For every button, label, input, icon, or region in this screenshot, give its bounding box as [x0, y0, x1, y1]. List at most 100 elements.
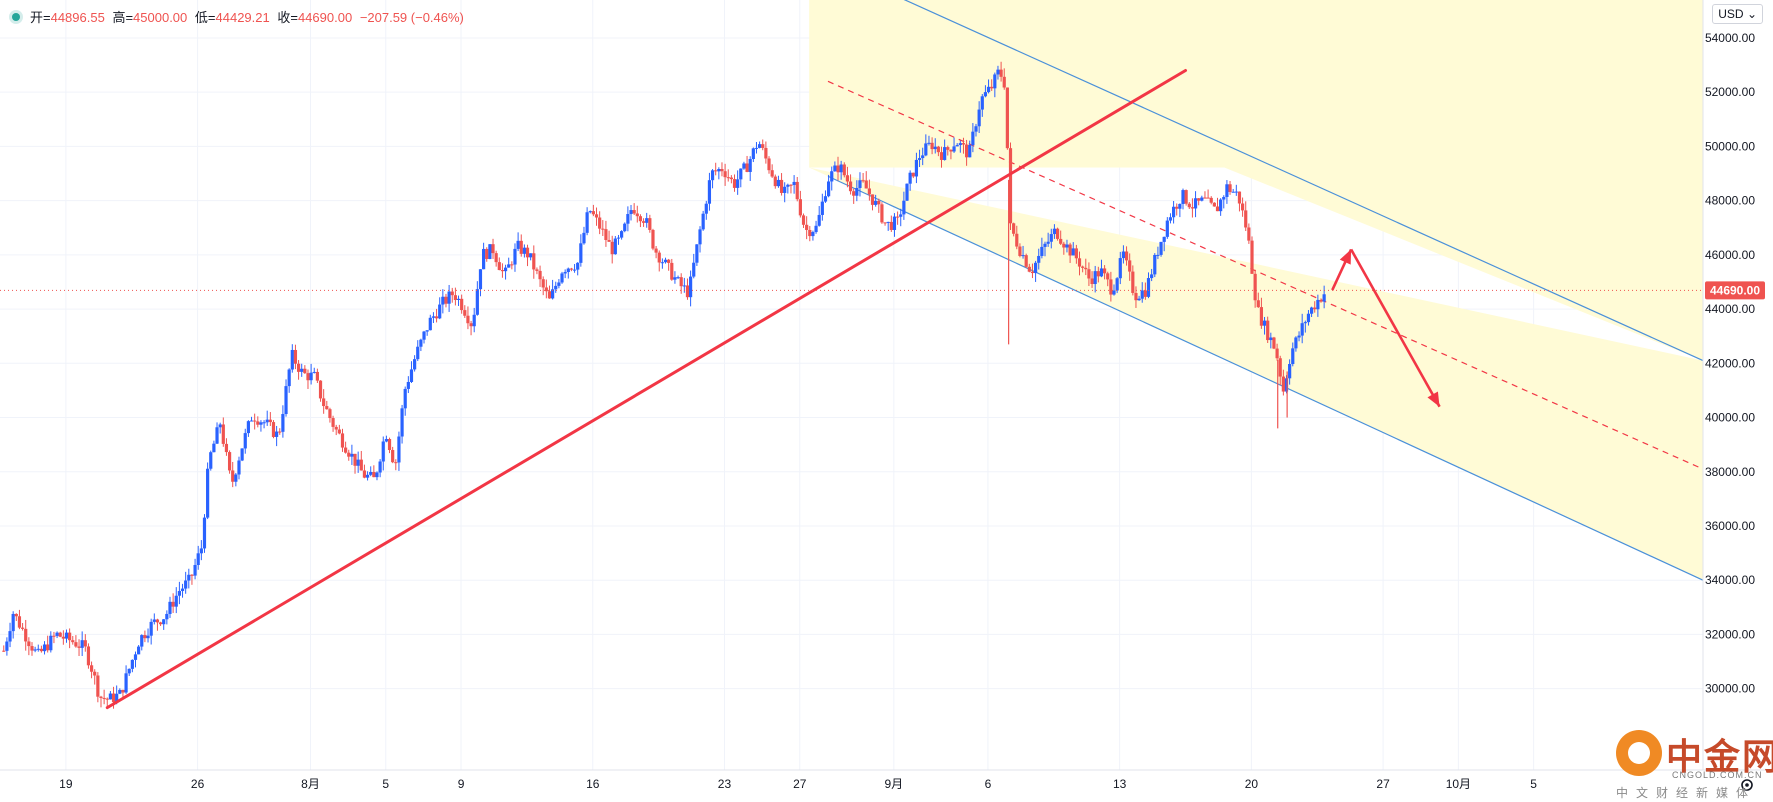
candle-body [607, 239, 611, 242]
candle [1143, 282, 1147, 300]
candlestick-series [2, 61, 1326, 709]
candle-body [961, 143, 966, 145]
candle-body [551, 289, 555, 299]
time-tick-label: 9 [458, 777, 465, 791]
candle [350, 444, 354, 465]
candle [1033, 260, 1038, 282]
candle-body [742, 163, 746, 169]
candle-body [130, 659, 134, 669]
candle [986, 79, 991, 94]
candle [1115, 277, 1119, 294]
candle [535, 267, 539, 275]
axis-settings-icon[interactable] [1741, 779, 1753, 791]
candle [1237, 191, 1242, 212]
candle [952, 137, 956, 153]
candle-body [1012, 223, 1016, 234]
time-axis[interactable]: 19 26 8月 5 9 16 23 27 9月 6 13 20 27 10月 5 [59, 777, 1537, 791]
candle-body [921, 155, 925, 159]
currency-dropdown[interactable]: USD ⌄ [1712, 4, 1763, 24]
candle [1228, 181, 1232, 195]
candle [1244, 201, 1248, 232]
candle-body [883, 222, 887, 224]
candle [17, 609, 22, 630]
candle-body [309, 372, 313, 381]
candle [1037, 248, 1041, 270]
candle [1081, 265, 1085, 273]
candle-body [949, 149, 953, 152]
price-axis[interactable]: 30000.00 32000.00 34000.00 36000.00 38000.00… [1705, 31, 1755, 696]
candle [532, 245, 536, 279]
candle [767, 156, 771, 174]
candle [1281, 369, 1285, 396]
candle-body [623, 223, 627, 232]
candle-body [930, 142, 934, 150]
candle-body [896, 216, 900, 218]
candle [927, 135, 931, 146]
candle-body [1043, 243, 1047, 247]
candle [896, 211, 900, 225]
candle-body [798, 199, 802, 216]
candle [1156, 246, 1160, 260]
candle-body [698, 229, 702, 245]
time-tick-label: 8月 [301, 777, 320, 791]
candle-body [1266, 320, 1270, 341]
candle [438, 297, 442, 320]
candle-body [1288, 364, 1292, 379]
candle-body [55, 632, 59, 636]
candle [1297, 331, 1301, 342]
candle [340, 428, 345, 452]
candle [874, 194, 878, 207]
candle [397, 431, 401, 471]
candle-body [1128, 260, 1132, 272]
candle-body [497, 262, 501, 271]
candle [1278, 355, 1282, 386]
currency-label: USD [1718, 7, 1744, 21]
candle [303, 365, 307, 374]
candle [845, 166, 850, 188]
candle-body [1134, 292, 1138, 301]
candle-body [1102, 268, 1107, 274]
candle [500, 263, 505, 278]
candle [1231, 188, 1235, 193]
trend-drawings[interactable] [105, 68, 1441, 710]
candle-body [848, 181, 853, 192]
candle [698, 226, 702, 253]
candle [820, 193, 824, 221]
candle [858, 172, 862, 197]
candle [1259, 297, 1264, 329]
chevron-down-icon: ⌄ [1743, 7, 1757, 21]
candle [961, 137, 966, 154]
candle [290, 344, 294, 373]
time-tick-label: 19 [59, 777, 73, 791]
candle [610, 235, 614, 264]
candle-body [243, 433, 247, 449]
candle [576, 262, 580, 276]
candle [754, 142, 759, 154]
descending-channel[interactable] [809, 0, 1704, 581]
candle-body [955, 145, 959, 147]
candle [137, 645, 141, 655]
candle [146, 628, 150, 643]
candle [1068, 242, 1072, 263]
candle [315, 368, 319, 383]
candle-body [281, 414, 285, 432]
time-tick-label: 27 [793, 777, 807, 791]
candle-body [221, 424, 225, 444]
open-value: 44896.55 [50, 10, 105, 25]
candle-body [322, 398, 326, 407]
candle [817, 206, 821, 227]
candle-body [1118, 258, 1122, 279]
candle-body [1228, 184, 1232, 192]
candle [300, 363, 304, 377]
candle-body [61, 636, 65, 639]
candle-body [1256, 300, 1260, 308]
time-tick-label: 20 [1245, 777, 1259, 791]
candle [190, 574, 194, 585]
channel-mid-line [827, 80, 1704, 470]
candle-body [1200, 197, 1204, 201]
candle [720, 162, 724, 177]
candle-body [350, 453, 354, 457]
candle-body [249, 420, 254, 422]
candle-body [215, 427, 219, 444]
